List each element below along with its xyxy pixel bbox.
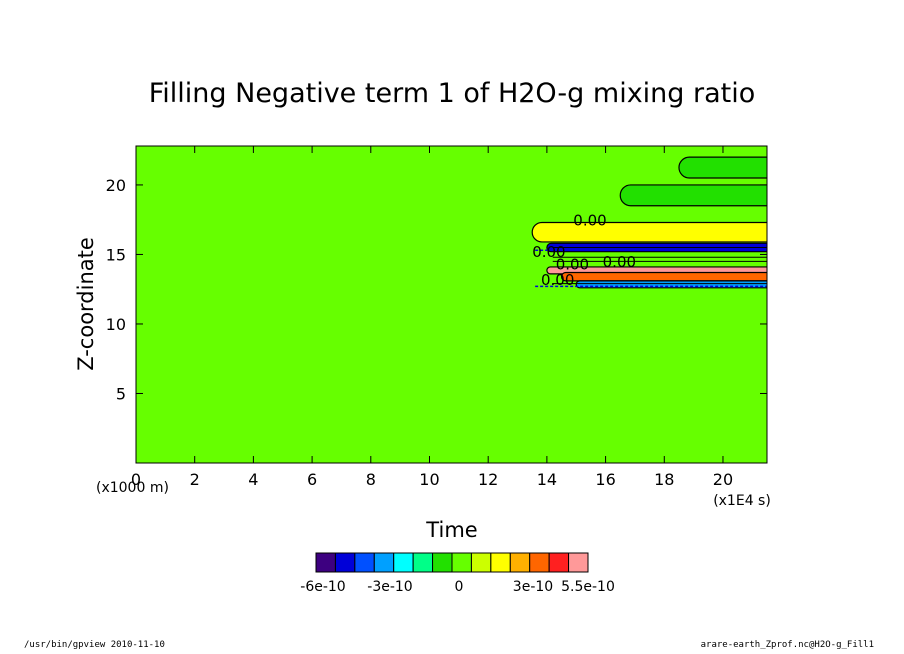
x-tick-label: 8 bbox=[366, 470, 376, 489]
contour-region-4 bbox=[560, 271, 767, 282]
contour-label: 0.00 bbox=[541, 271, 574, 289]
contour-region-0 bbox=[678, 156, 767, 179]
colorbar-tick-label: -3e-10 bbox=[367, 579, 412, 595]
x-axis-label: Time bbox=[425, 518, 477, 542]
colorbar-swatch bbox=[490, 552, 511, 573]
y-tick-label: 5 bbox=[116, 384, 126, 403]
contour-region-1 bbox=[619, 184, 767, 207]
x-tick-label: 10 bbox=[419, 470, 439, 489]
colorbar-swatch bbox=[548, 552, 570, 573]
colorbar-swatch bbox=[470, 552, 492, 573]
x-tick-label: 18 bbox=[654, 470, 674, 489]
contour-region-2 bbox=[531, 221, 767, 243]
colorbar-swatch bbox=[568, 552, 589, 573]
x-tick-label: 0 bbox=[131, 470, 141, 489]
chart-title: Filling Negative term 1 of H2O-g mixing … bbox=[149, 78, 756, 109]
colorbar bbox=[315, 552, 589, 573]
x-tick-label: 6 bbox=[307, 470, 317, 489]
y-axis-label: Z-coordinate bbox=[74, 237, 98, 371]
colorbar-swatch bbox=[529, 552, 550, 573]
colorbar-swatch bbox=[373, 552, 395, 573]
contour-labels: 0.000.000.000.000.00 bbox=[532, 211, 636, 289]
contour-label: 0.00 bbox=[573, 211, 606, 229]
x-tick-label: 20 bbox=[713, 470, 733, 489]
x-axis: 0 2 4 6 8 10 12 14 16 18 20 bbox=[131, 146, 733, 489]
x-tick-label: 14 bbox=[537, 470, 557, 489]
contour-label: 0.00 bbox=[556, 256, 589, 274]
x-tick-label: 2 bbox=[190, 470, 200, 489]
colorbar-swatch bbox=[334, 552, 356, 573]
contour-region-5 bbox=[575, 280, 767, 289]
plot-frame bbox=[135, 145, 768, 464]
contour-field bbox=[531, 156, 767, 289]
y-axis: 5 10 15 20 bbox=[106, 176, 767, 403]
x-tick-label: 16 bbox=[595, 470, 615, 489]
contour-label: 0.00 bbox=[532, 243, 565, 261]
contour-label: 0.00 bbox=[603, 253, 636, 271]
footer-file: arare-earth_Zprof.nc@H2O-g_Fill1 bbox=[700, 640, 874, 650]
colorbar-swatch bbox=[412, 552, 434, 573]
colorbar-tick-label: -6e-10 bbox=[300, 579, 345, 595]
colorbar-swatch bbox=[451, 552, 472, 573]
colorbar-tick-label: 0 bbox=[455, 579, 464, 595]
colorbar-swatch bbox=[432, 552, 453, 573]
footer-program: /usr/bin/gpview 2010-11-10 bbox=[24, 640, 165, 650]
x-unit-label: (x1E4 s) bbox=[713, 493, 771, 509]
y-tick-label: 10 bbox=[106, 315, 126, 334]
y-tick-label: 15 bbox=[106, 245, 126, 264]
x-tick-label: 12 bbox=[478, 470, 498, 489]
y-tick-label: 20 bbox=[106, 176, 126, 195]
colorbar-swatch bbox=[354, 552, 375, 573]
colorbar-swatch bbox=[393, 552, 414, 573]
y-unit-label: (x1000 m) bbox=[96, 480, 169, 496]
colorbar-labels: -6e-10 -3e-10 0 3e-10 5.5e-10 bbox=[300, 579, 615, 595]
colorbar-swatch bbox=[509, 552, 531, 573]
colorbar-tick-label: 5.5e-10 bbox=[561, 579, 615, 595]
colorbar-swatch bbox=[315, 552, 336, 573]
x-tick-label: 4 bbox=[248, 470, 258, 489]
colorbar-tick-label: 3e-10 bbox=[513, 579, 553, 595]
